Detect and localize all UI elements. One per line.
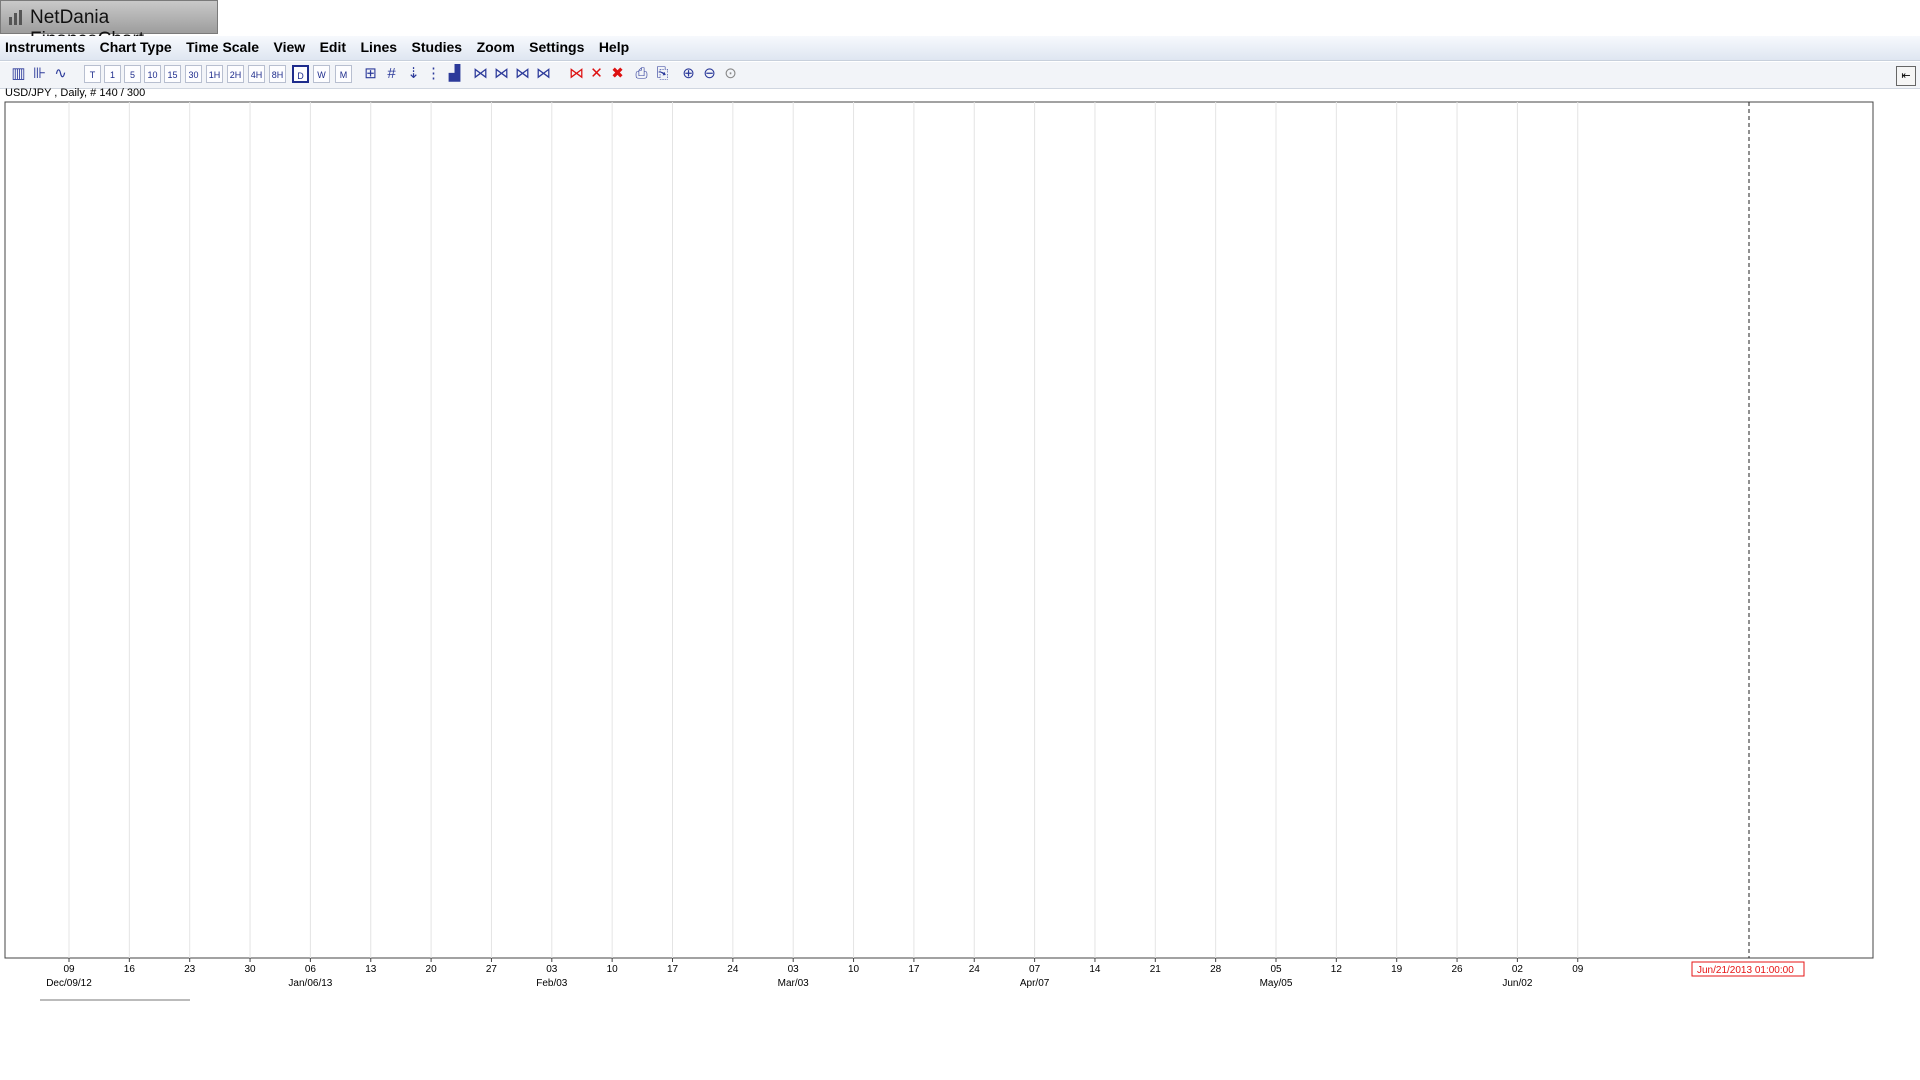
- timeframe-8h-button[interactable]: 8H: [269, 65, 286, 83]
- channel-icon[interactable]: ⋈: [494, 65, 509, 82]
- x-tick-label: 27: [486, 964, 498, 975]
- zoom-out-icon[interactable]: ⊖: [703, 65, 716, 82]
- timeframe-m-button[interactable]: M: [335, 65, 352, 83]
- trendline-icon[interactable]: ⋈: [473, 65, 488, 82]
- crosshair-icon[interactable]: ⊞: [364, 65, 377, 82]
- x-tick-label: 21: [1150, 964, 1162, 975]
- x-tick-label: 17: [667, 964, 679, 975]
- bar-chart-icon[interactable]: ⊪: [32, 65, 47, 82]
- toolbar: ▥ ⊪ ∿ T 1 5 10 15 30 1H 2H 4H 8H D W M ⊞…: [0, 62, 1920, 89]
- print-preview-icon[interactable]: ⎘: [656, 65, 669, 82]
- x-tick-label: 17: [908, 964, 920, 975]
- x-tick-label: 03: [788, 964, 800, 975]
- scale-icon[interactable]: ⋮: [426, 65, 441, 82]
- timeframe-30-button[interactable]: 30: [185, 65, 202, 83]
- menu-settings[interactable]: Settings: [529, 39, 585, 55]
- x-month-label: Jun/02: [1502, 978, 1532, 989]
- instrument-label: USD/JPY , Daily, # 140 / 300: [5, 87, 146, 99]
- support-resistance-lines: 99.9598.9197.8397.0196.6994.9694.0692.75…: [1748, 102, 1750, 958]
- timeframe-4h-button[interactable]: 4H: [248, 65, 265, 83]
- x-tick-label: 09: [1572, 964, 1584, 975]
- timeframe-w-button[interactable]: W: [313, 65, 330, 83]
- cursor-date-marker: [1691, 961, 1805, 977]
- x-month-label: Apr/07: [1020, 978, 1050, 989]
- x-tick-label: 24: [969, 964, 981, 975]
- x-tick-label: 24: [727, 964, 739, 975]
- timeframe-5-button[interactable]: 5: [124, 65, 141, 83]
- x-tick-label: 03: [546, 964, 558, 975]
- delete-line-icon[interactable]: ⋈: [569, 65, 584, 82]
- x-tick-label: 05: [1270, 964, 1282, 975]
- timeframe-2h-button[interactable]: 2H: [227, 65, 244, 83]
- x-tick-label: 02: [1512, 964, 1524, 975]
- timeframe-1-button[interactable]: 1: [104, 65, 121, 83]
- x-tick-label: 10: [848, 964, 860, 975]
- x-tick-label: 14: [1089, 964, 1101, 975]
- x-month-label: Jan/06/13: [288, 978, 332, 989]
- menu-time-scale[interactable]: Time Scale: [186, 39, 260, 55]
- x-tick-label: 13: [365, 964, 377, 975]
- menu-bar: Instruments Chart Type Time Scale View E…: [0, 36, 1920, 61]
- x-tick-label: 12: [1331, 964, 1343, 975]
- cursor-date-label: Jun/21/2013 01:00:00: [1697, 965, 1794, 976]
- x-tick-label: 19: [1391, 964, 1403, 975]
- timeframe-d-button[interactable]: D: [292, 65, 309, 83]
- fan-icon[interactable]: ⋈: [536, 65, 551, 82]
- x-tick-label: 16: [124, 964, 136, 975]
- menu-studies[interactable]: Studies: [411, 39, 463, 55]
- menu-view[interactable]: View: [273, 39, 306, 55]
- delete-icon[interactable]: ✕: [590, 65, 603, 82]
- x-tick-label: 26: [1451, 964, 1463, 975]
- delete-all-icon[interactable]: ✖: [611, 65, 624, 82]
- panel-toggle-icon[interactable]: ⇤: [1896, 66, 1916, 86]
- x-tick-label: 30: [244, 964, 256, 975]
- x-tick-label: 09: [63, 964, 75, 975]
- candlestick-icon[interactable]: ▥: [11, 65, 26, 82]
- cursor-icon[interactable]: ⇣: [407, 65, 420, 82]
- line-chart-icon[interactable]: ∿: [54, 65, 67, 82]
- x-month-label: Dec/09/12: [46, 978, 92, 989]
- zoom-in-icon[interactable]: ⊕: [682, 65, 695, 82]
- timeframe-10-button[interactable]: 10: [144, 65, 161, 83]
- x-month-label: Mar/03: [778, 978, 810, 989]
- chart-grid: [4, 101, 1874, 959]
- timeframe-15-button[interactable]: 15: [164, 65, 181, 83]
- x-month-label: May/05: [1260, 978, 1293, 989]
- menu-instruments[interactable]: Instruments: [5, 39, 86, 55]
- x-tick-label: 10: [607, 964, 619, 975]
- zoom-reset-icon[interactable]: ⊙: [724, 65, 737, 82]
- x-tick-label: 28: [1210, 964, 1222, 975]
- fibonacci-icon[interactable]: ⋈: [515, 65, 530, 82]
- timeframe-t-button[interactable]: T: [84, 65, 101, 83]
- chart-axes: 82.0083.0084.0085.0086.0087.0088.0089.00…: [40, 958, 1805, 1001]
- x-tick-label: 07: [1029, 964, 1041, 975]
- timeframe-1h-button[interactable]: 1H: [206, 65, 223, 83]
- menu-lines[interactable]: Lines: [360, 39, 398, 55]
- menu-help[interactable]: Help: [598, 39, 630, 55]
- print-icon[interactable]: ⎙: [635, 65, 648, 82]
- x-tick-label: 20: [426, 964, 438, 975]
- menu-edit[interactable]: Edit: [319, 39, 347, 55]
- chart-app-icon: [9, 10, 22, 25]
- x-month-label: Feb/03: [536, 978, 568, 989]
- x-tick-label: 23: [184, 964, 196, 975]
- menu-chart-type[interactable]: Chart Type: [99, 39, 172, 55]
- volume-icon[interactable]: ▟: [448, 65, 461, 82]
- menu-zoom[interactable]: Zoom: [476, 39, 515, 55]
- x-tick-label: 06: [305, 964, 317, 975]
- plot-frame: [4, 101, 1874, 959]
- grid-icon[interactable]: #: [387, 65, 396, 82]
